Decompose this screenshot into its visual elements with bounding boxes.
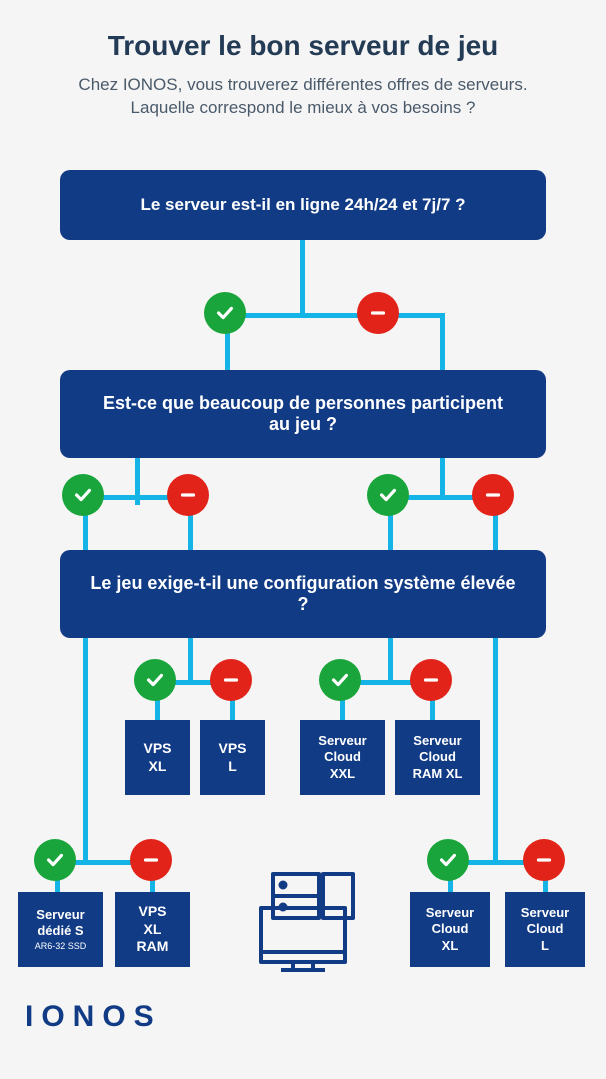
no-icon — [472, 474, 514, 516]
line — [300, 235, 305, 295]
result-cloud-xl: ServeurCloudXL — [410, 892, 490, 967]
r8-text: ServeurCloudL — [521, 905, 569, 954]
yes-icon — [62, 474, 104, 516]
line — [188, 635, 193, 685]
no-icon — [357, 292, 399, 334]
no-icon — [210, 659, 252, 701]
result-vps-xl-ram: VPSXLRAM — [115, 892, 190, 967]
yes-icon — [134, 659, 176, 701]
q2-text: Est-ce que beaucoup de personnes partici… — [90, 393, 516, 435]
r1-text: VPSXL — [143, 740, 171, 775]
yes-icon — [319, 659, 361, 701]
result-cloud-ram-xl: ServeurCloudRAM XL — [395, 720, 480, 795]
result-vps-xl: VPSXL — [125, 720, 190, 795]
result-vps-l: VPSL — [200, 720, 265, 795]
infographic-canvas: Trouver le bon serveur de jeu Chez IONOS… — [0, 0, 606, 1079]
result-dedie-s: Serveurdédié S AR6-32 SSD — [18, 892, 103, 967]
yes-icon — [204, 292, 246, 334]
line — [135, 470, 140, 497]
r7-text: ServeurCloudXL — [426, 905, 474, 954]
question-2: Est-ce que beaucoup de personnes partici… — [60, 370, 546, 458]
r6-text: VPSXLRAM — [137, 903, 169, 956]
r3-text: ServeurCloudXXL — [318, 733, 366, 782]
line — [388, 635, 393, 685]
result-cloud-l: ServeurCloudL — [505, 892, 585, 967]
q3-text: Le jeu exige-t-il une configuration syst… — [90, 573, 516, 615]
result-cloud-xxl: ServeurCloudXXL — [300, 720, 385, 795]
no-icon — [523, 839, 565, 881]
yes-icon — [367, 474, 409, 516]
no-icon — [167, 474, 209, 516]
page-subtitle: Chez IONOS, vous trouverez différentes o… — [50, 74, 556, 120]
page-title: Trouver le bon serveur de jeu — [0, 30, 606, 62]
yes-icon — [427, 839, 469, 881]
server-icon — [243, 868, 363, 983]
ionos-logo: IONOS — [25, 1000, 162, 1034]
question-3: Le jeu exige-t-il une configuration syst… — [60, 550, 546, 638]
no-icon — [130, 839, 172, 881]
line — [300, 290, 305, 315]
r5-sub: AR6-32 SSD — [35, 941, 87, 952]
r4-text: ServeurCloudRAM XL — [413, 733, 463, 782]
q1-text: Le serveur est-il en ligne 24h/24 et 7j/… — [140, 195, 465, 215]
no-icon — [410, 659, 452, 701]
r5-text: Serveurdédié S — [36, 907, 84, 940]
question-1: Le serveur est-il en ligne 24h/24 et 7j/… — [60, 170, 546, 240]
logo-text: IONOS — [25, 1000, 162, 1033]
r2-text: VPSL — [218, 740, 246, 775]
yes-icon — [34, 839, 76, 881]
